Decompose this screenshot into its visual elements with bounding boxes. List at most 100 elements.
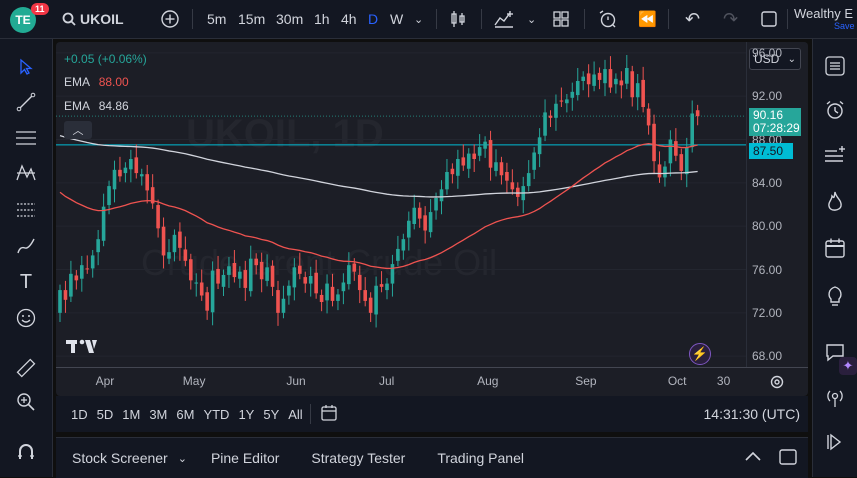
- interval-30m[interactable]: 30m: [276, 11, 304, 27]
- interval-15m[interactable]: 15m: [238, 11, 266, 27]
- candle-body: [695, 110, 700, 117]
- undo-button[interactable]: ↶: [685, 0, 700, 38]
- range-button-5y[interactable]: 5Y: [263, 406, 280, 422]
- hotlist-fire-icon[interactable]: [822, 189, 848, 215]
- notification-badge: 11: [31, 3, 49, 15]
- candle-body: [205, 292, 209, 311]
- candle-body: [352, 263, 357, 272]
- replay-button[interactable]: ⏪: [638, 0, 657, 38]
- chart-pane[interactable]: UKOIL, 1D Crude Brent Crude Oil +0.05 (+…: [56, 42, 808, 396]
- candle-body: [74, 275, 79, 281]
- compare-button[interactable]: [160, 0, 180, 38]
- interval-5m[interactable]: 5m: [207, 11, 227, 27]
- redo-button[interactable]: ↷: [723, 0, 738, 38]
- candle-body: [548, 115, 553, 118]
- rewind-icon: ⏪: [638, 11, 657, 28]
- time-tick: 30: [716, 374, 731, 388]
- collapse-legend-button[interactable]: ︿: [64, 121, 92, 139]
- tab-stock-screener[interactable]: Stock Screener ⌄: [72, 450, 187, 466]
- indicators-dropdown-icon[interactable]: ⌄: [527, 13, 537, 26]
- price-axis[interactable]: [746, 42, 808, 367]
- candle-body: [499, 162, 504, 176]
- alert-button[interactable]: [598, 0, 618, 38]
- smiley-icon[interactable]: [13, 305, 39, 331]
- interval-4h[interactable]: 4h: [341, 11, 357, 27]
- play-forward-icon[interactable]: [822, 429, 848, 455]
- candle-body: [281, 298, 286, 313]
- time-tick: May: [182, 374, 206, 388]
- candle-body: [216, 268, 220, 284]
- time-tick: Oct: [667, 374, 687, 388]
- tab-pine-editor[interactable]: Pine Editor: [210, 450, 280, 466]
- clock-utc[interactable]: 14:31:30 (UTC): [703, 406, 800, 422]
- range-button-all[interactable]: All: [288, 406, 303, 422]
- broadcast-icon[interactable]: [822, 385, 848, 411]
- current-price-label: 90.16 07:28:29: [749, 108, 801, 137]
- magnet-icon[interactable]: [13, 439, 39, 465]
- idea-bulb-icon[interactable]: [822, 283, 848, 309]
- goto-date-button[interactable]: [319, 403, 339, 426]
- chart-settings-icon[interactable]: [769, 374, 785, 395]
- range-button-1d[interactable]: 1D: [71, 406, 88, 422]
- currency-select[interactable]: USD ⌄: [749, 48, 801, 70]
- candle-body: [456, 159, 460, 176]
- separator: [481, 9, 482, 29]
- alarm-clock-icon[interactable]: [822, 97, 848, 123]
- watchlist-icon[interactable]: [822, 53, 848, 79]
- fullscreen-button[interactable]: [760, 0, 778, 38]
- candle-body: [614, 78, 618, 85]
- zoom-in-icon[interactable]: [13, 389, 39, 415]
- range-button-1y[interactable]: 1Y: [238, 406, 255, 422]
- ema-slow-legend[interactable]: EMA 84.86: [64, 99, 129, 113]
- range-button-5d[interactable]: 5D: [96, 406, 114, 422]
- panel-maximize-button[interactable]: [778, 447, 798, 470]
- currency-label: USD: [754, 52, 780, 66]
- account-name[interactable]: Wealthy E: [794, 6, 854, 21]
- symbol-search[interactable]: UKOIL: [62, 0, 124, 38]
- interval-dropdown-icon[interactable]: ⌄: [414, 13, 424, 26]
- candle-body: [537, 137, 542, 155]
- separator: [584, 9, 585, 29]
- current-price: 90.16: [753, 108, 784, 123]
- sparkle-icon[interactable]: ✦: [839, 357, 857, 375]
- horizontal-lines-icon[interactable]: [13, 125, 39, 151]
- brush-icon[interactable]: [13, 233, 39, 259]
- price-tick: 72.00: [752, 305, 783, 320]
- ruler-icon[interactable]: [13, 355, 39, 381]
- layouts-button[interactable]: [552, 0, 570, 38]
- lightning-icon[interactable]: ⚡: [689, 343, 711, 365]
- candle-body: [118, 169, 122, 177]
- chat-icon[interactable]: [822, 339, 848, 365]
- text-icon[interactable]: T: [19, 270, 33, 293]
- pattern-icon[interactable]: [13, 160, 39, 186]
- candle-body: [308, 276, 313, 284]
- candle-body: [314, 272, 318, 294]
- candle-body: [227, 266, 231, 275]
- interval-d[interactable]: D: [368, 11, 379, 27]
- candle-body: [657, 164, 662, 178]
- panel-expand-button[interactable]: [744, 449, 762, 466]
- fib-icon[interactable]: [13, 197, 39, 223]
- candle-body: [668, 139, 673, 164]
- interval-w[interactable]: W: [390, 11, 404, 27]
- range-button-6m[interactable]: 6M: [176, 406, 195, 422]
- cursor-icon[interactable]: [13, 54, 39, 80]
- ema-fast-legend[interactable]: EMA 88.00: [64, 75, 129, 89]
- candle-body: [341, 282, 346, 292]
- tab-trading-panel[interactable]: Trading Panel: [437, 450, 524, 466]
- candle-body: [254, 258, 258, 266]
- range-button-ytd[interactable]: YTD: [203, 406, 230, 422]
- add-list-icon[interactable]: [822, 143, 848, 169]
- indicators-button[interactable]: [493, 0, 515, 38]
- range-button-1m[interactable]: 1M: [122, 406, 141, 422]
- search-icon: [62, 12, 76, 26]
- range-button-3m[interactable]: 3M: [149, 406, 168, 422]
- candles-button[interactable]: [449, 0, 467, 38]
- interval-1h[interactable]: 1h: [314, 11, 330, 27]
- trend-line-icon[interactable]: [13, 89, 39, 115]
- undo-icon: ↶: [685, 8, 701, 29]
- price-chart[interactable]: [56, 42, 808, 396]
- tab-strategy-tester[interactable]: Strategy Tester: [311, 450, 406, 466]
- calendar-icon[interactable]: [822, 235, 848, 261]
- save-button[interactable]: Save: [834, 21, 855, 31]
